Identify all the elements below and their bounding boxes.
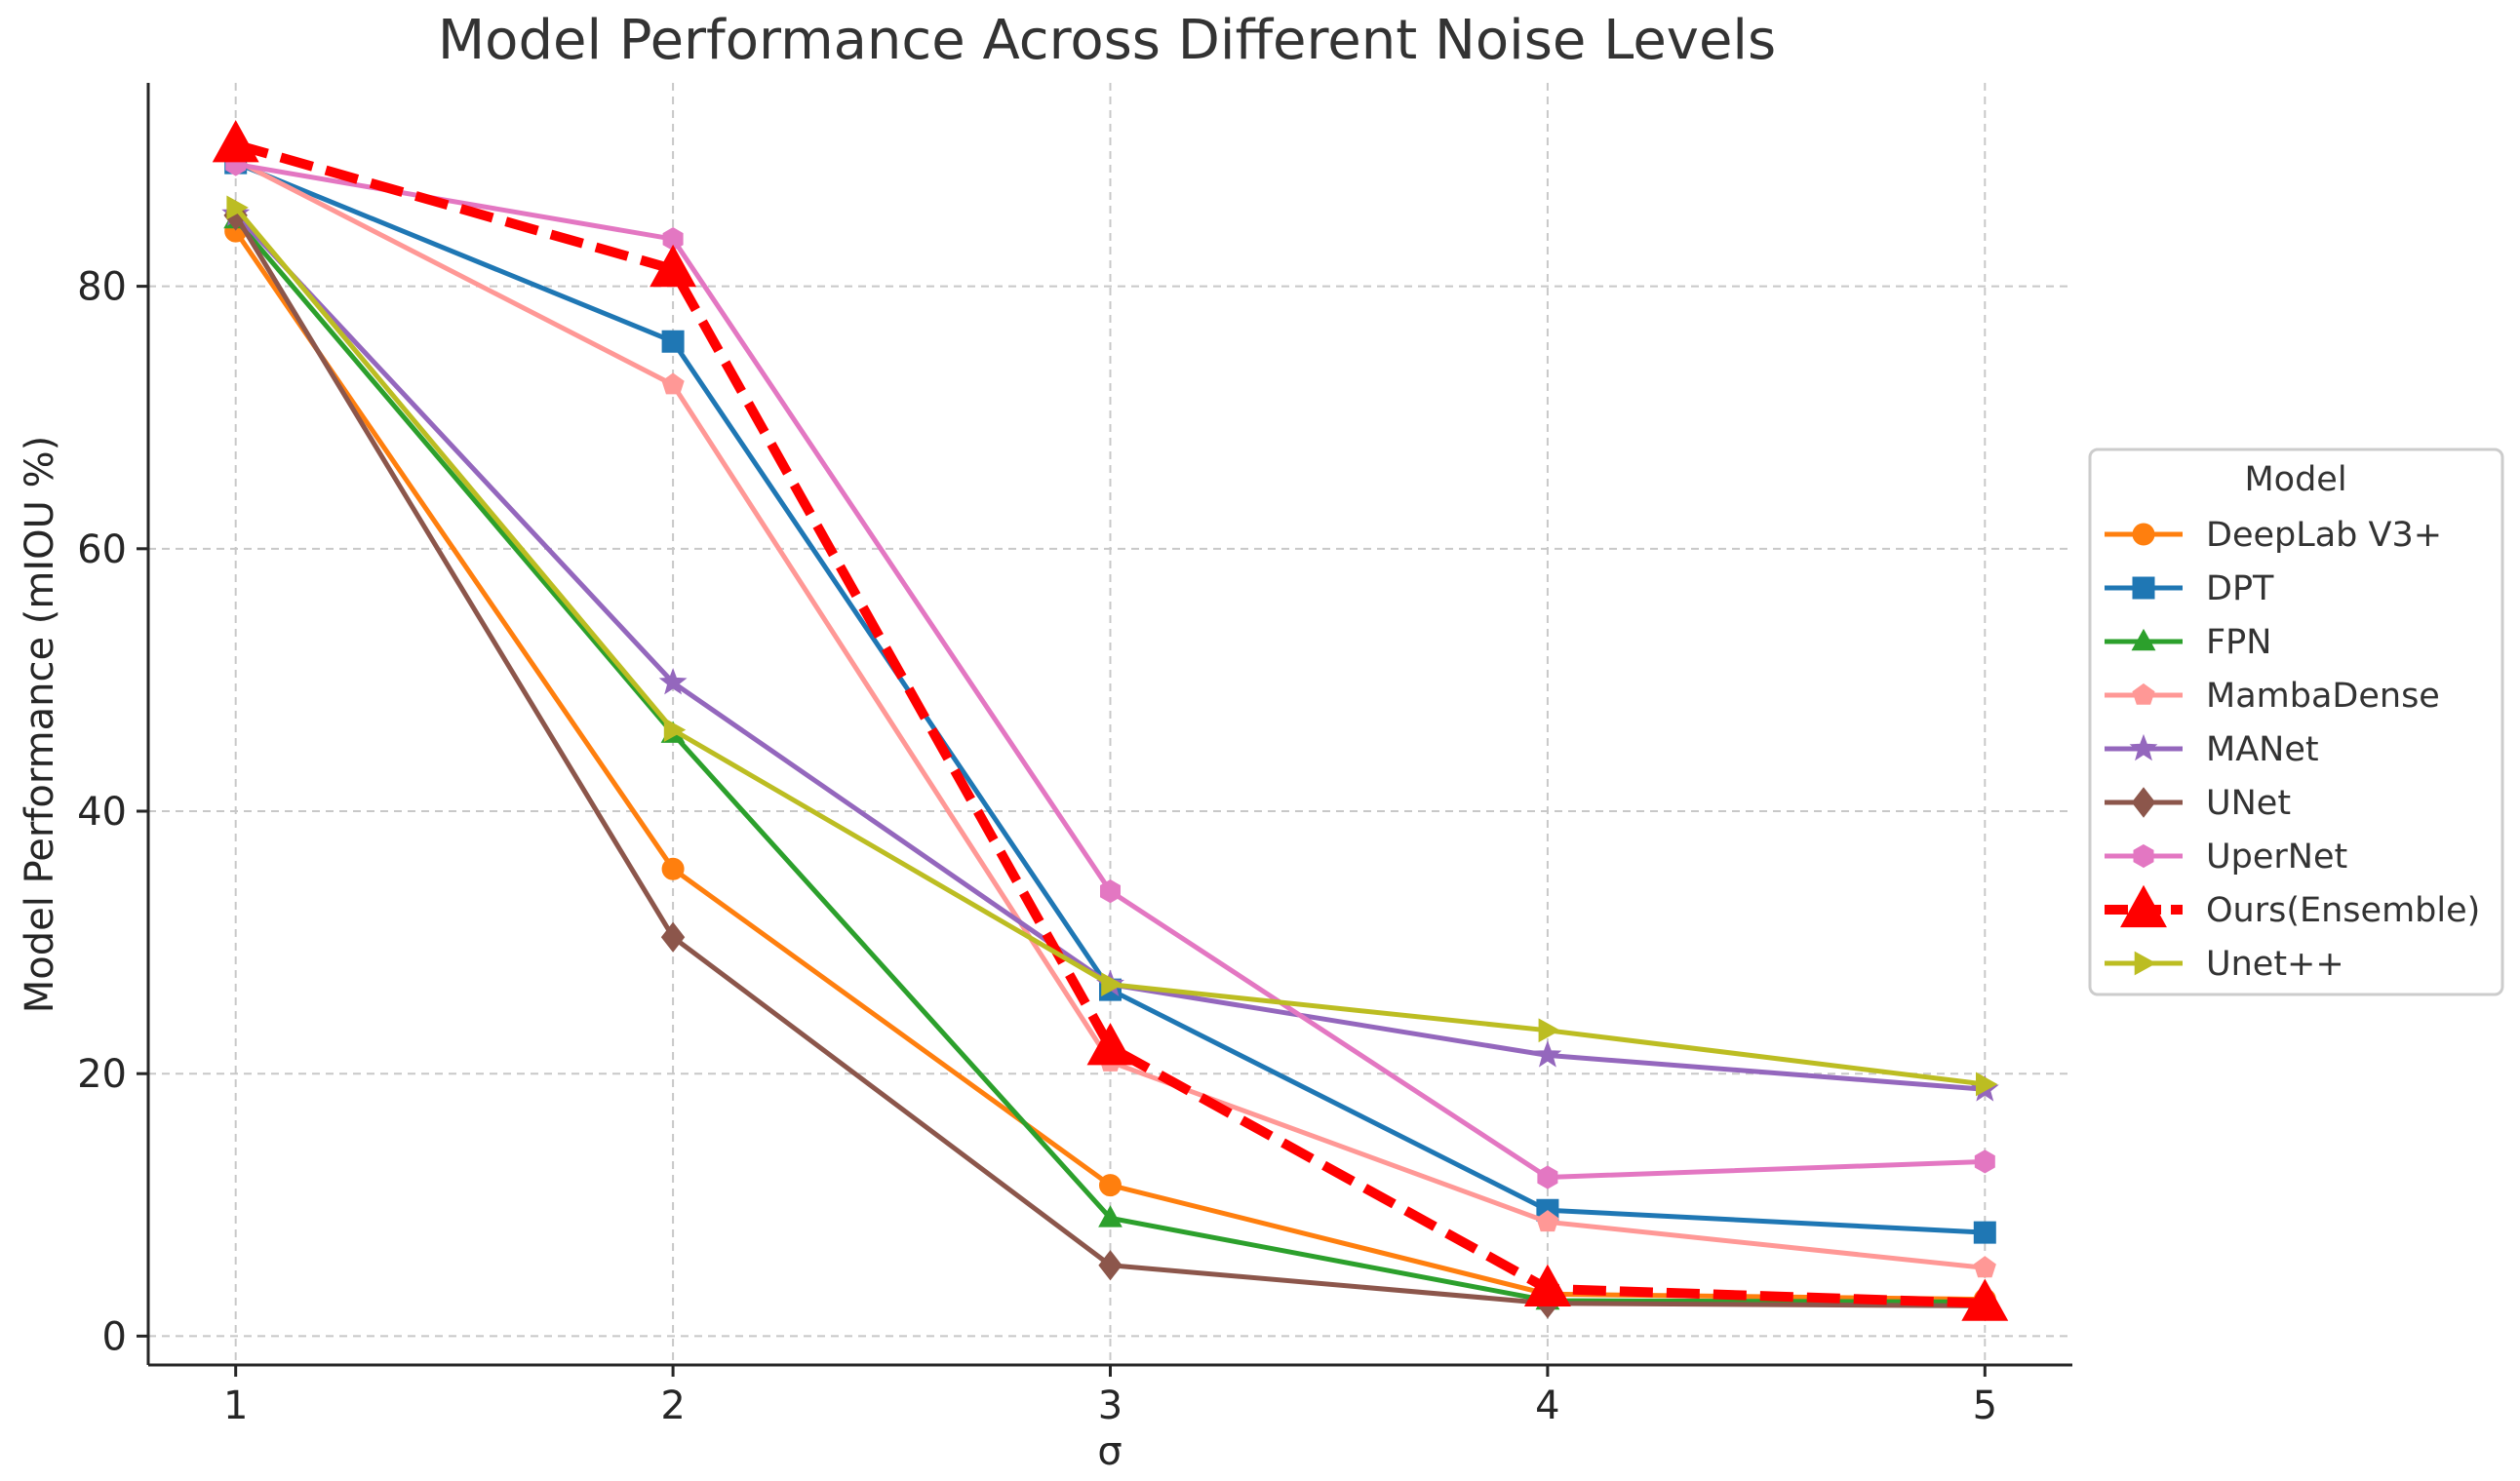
data-point-marker [1538, 1018, 1561, 1043]
legend-label: Ours(Ensemble) [2206, 891, 2480, 930]
legend-marker [2132, 682, 2155, 705]
legend-entry: MambaDense [2105, 677, 2440, 716]
chart-title: Model Performance Across Different Noise… [438, 9, 1776, 72]
legend-title: Model [2244, 460, 2346, 499]
data-point-marker [1101, 972, 1123, 997]
x-tick-label: 1 [223, 1384, 248, 1428]
x-tick-label: 3 [1098, 1384, 1122, 1428]
legend-label: DPT [2206, 569, 2274, 608]
legend-marker [2134, 951, 2157, 976]
legend-label: MANet [2206, 730, 2319, 769]
legend-marker [2129, 733, 2158, 761]
legend-marker [2132, 576, 2155, 600]
legend-entry: UNet [2105, 784, 2291, 823]
data-point-marker [663, 718, 687, 742]
legend-items: DeepLab V3+ DPT FPN MambaDense MANet UNet Uper… [2105, 516, 2480, 984]
data-point-marker [1973, 1256, 1996, 1278]
x-tick-label: 2 [660, 1384, 685, 1428]
data-point-marker [1523, 1264, 1571, 1306]
data-point-marker [212, 120, 259, 163]
data-point-marker [661, 372, 685, 395]
data-point-marker [1100, 879, 1121, 904]
x-tick-label: 4 [1535, 1384, 1559, 1428]
y-tick-label: 60 [77, 527, 127, 572]
legend-label: UNet [2206, 784, 2291, 823]
data-point-marker [661, 857, 685, 880]
legend-marker [2132, 523, 2155, 546]
data-point-marker [660, 921, 686, 953]
legend-label: DeepLab V3+ [2206, 516, 2442, 555]
legend-label: Unet++ [2206, 945, 2344, 984]
legend-entry: MANet [2105, 730, 2319, 769]
legend-label: MambaDense [2206, 677, 2440, 716]
legend-entry: DPT [2105, 569, 2274, 608]
y-tick-label: 80 [77, 265, 127, 310]
legend-entry: UperNet [2105, 838, 2347, 877]
legend-marker [2120, 884, 2167, 928]
legend-marker [2131, 787, 2156, 818]
legend-label: UperNet [2206, 838, 2347, 877]
data-point-marker [1536, 1210, 1559, 1232]
legend-entry: Unet++ [2105, 945, 2344, 984]
series-ours-ensemble- [212, 120, 2009, 1321]
y-tick-label: 40 [77, 790, 127, 835]
data-point-marker [1974, 1150, 1995, 1174]
series-upernet [225, 152, 1995, 1189]
legend-entry: Ours(Ensemble) [2105, 884, 2480, 930]
axes [137, 83, 2072, 1377]
legend-frame [2088, 448, 2504, 996]
x-tick-label: 5 [1973, 1384, 1997, 1428]
data-point-marker [1086, 1023, 1134, 1066]
legend-entry: DeepLab V3+ [2105, 516, 2442, 555]
legend: Model DeepLab V3+ DPT FPN MambaDense MANet UN… [2088, 448, 2504, 996]
y-axis-label: Model Performance (mIOU %) [18, 436, 62, 1013]
series-unet- [226, 195, 1998, 1097]
legend-marker [2131, 628, 2156, 651]
data-point-marker [1098, 1250, 1122, 1281]
legend-marker [2133, 843, 2154, 869]
data-point-marker [1098, 1205, 1122, 1228]
x-axis-label: σ [1097, 1429, 1122, 1474]
data-point-marker [226, 195, 249, 220]
series-line [234, 139, 1986, 1308]
y-tick-label: 20 [77, 1052, 127, 1097]
legend-label: FPN [2206, 623, 2271, 662]
data-point-marker [661, 330, 685, 353]
data-point-marker [1961, 1278, 2009, 1321]
data-point-marker [1976, 1072, 1998, 1097]
data-point-marker [1537, 1165, 1558, 1189]
data-point-marker [650, 244, 697, 288]
tick-labels: 1 2 3 4 5 0 20 40 60 80 [77, 265, 1997, 1428]
legend-entry: FPN [2105, 623, 2271, 662]
data-point-marker [1099, 1174, 1122, 1197]
y-tick-label: 0 [102, 1314, 127, 1359]
data-point-marker [658, 667, 688, 695]
data-point-marker [1973, 1221, 1996, 1244]
series-lines [212, 120, 2009, 1322]
data-point-marker [1533, 1040, 1562, 1068]
